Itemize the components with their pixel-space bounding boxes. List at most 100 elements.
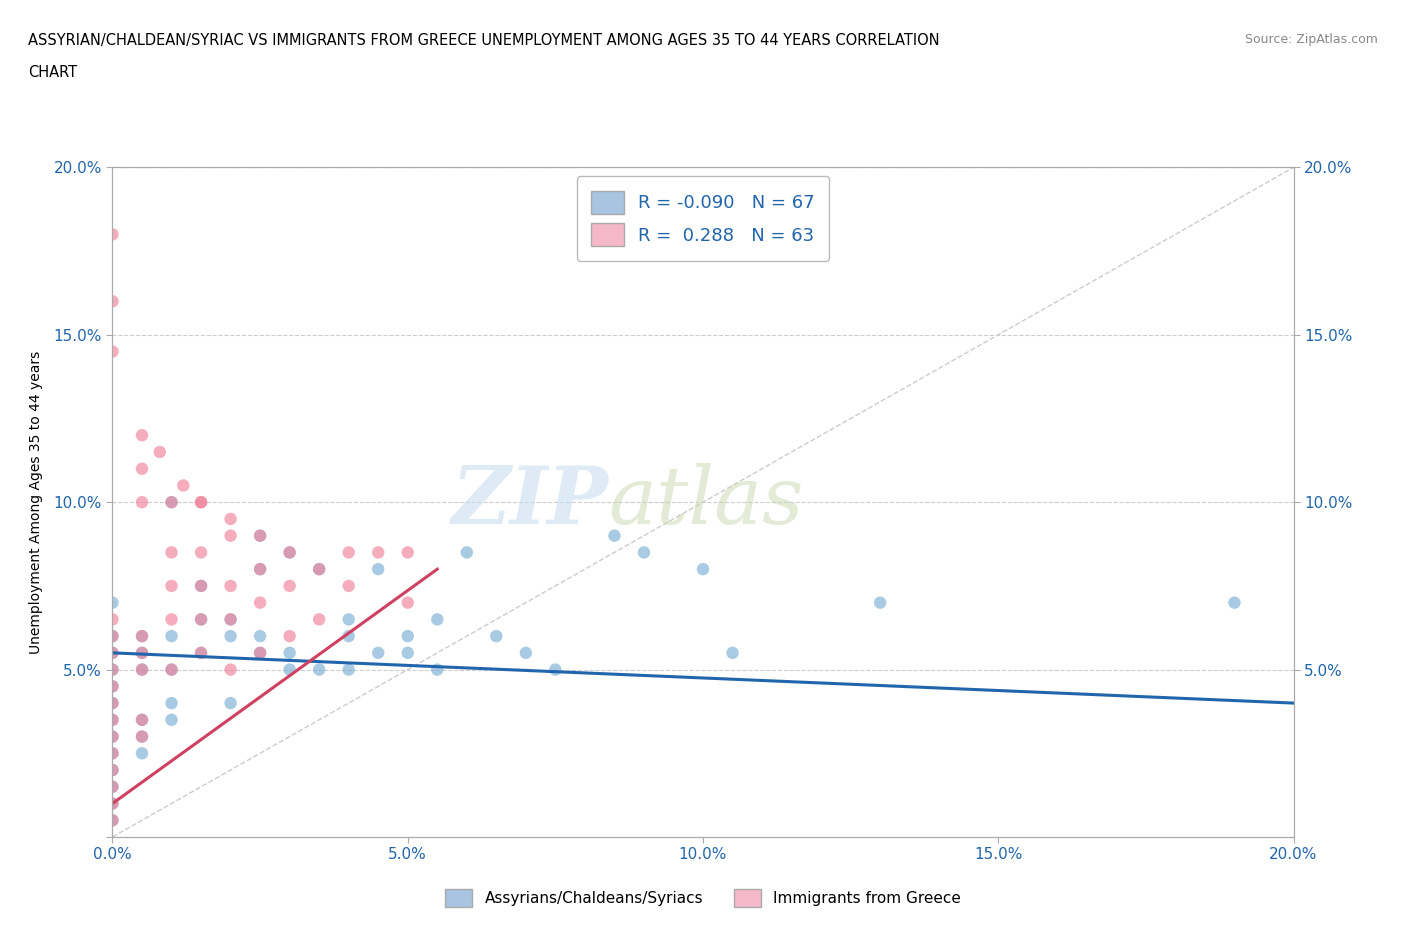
Point [426, 662, 449, 677]
Point [101, 612, 124, 627]
Point [190, 612, 212, 627]
Point [219, 629, 242, 644]
Y-axis label: Unemployment Among Ages 35 to 44 years: Unemployment Among Ages 35 to 44 years [28, 351, 42, 654]
Point [367, 545, 389, 560]
Point [308, 612, 330, 627]
Point [190, 495, 212, 510]
Point [101, 763, 124, 777]
Text: Source: ZipAtlas.com: Source: ZipAtlas.com [1244, 33, 1378, 46]
Point [101, 813, 124, 828]
Point [249, 595, 271, 610]
Point [219, 612, 242, 627]
Point [160, 495, 183, 510]
Point [131, 662, 153, 677]
Point [249, 528, 271, 543]
Point [721, 645, 744, 660]
Point [337, 612, 360, 627]
Point [101, 629, 124, 644]
Point [160, 696, 183, 711]
Point [396, 629, 419, 644]
Text: ASSYRIAN/CHALDEAN/SYRIAC VS IMMIGRANTS FROM GREECE UNEMPLOYMENT AMONG AGES 35 TO: ASSYRIAN/CHALDEAN/SYRIAC VS IMMIGRANTS F… [28, 33, 939, 47]
Point [219, 612, 242, 627]
Point [190, 578, 212, 593]
Point [456, 545, 478, 560]
Point [278, 578, 301, 593]
Point [278, 662, 301, 677]
Point [149, 445, 172, 459]
Point [278, 545, 301, 560]
Point [190, 645, 212, 660]
Point [131, 645, 153, 660]
Point [131, 645, 153, 660]
Point [426, 612, 449, 627]
Point [101, 696, 124, 711]
Point [633, 545, 655, 560]
Point [101, 779, 124, 794]
Point [190, 645, 212, 660]
Point [190, 545, 212, 560]
Point [249, 528, 271, 543]
Point [396, 595, 419, 610]
Point [131, 712, 153, 727]
Point [101, 746, 124, 761]
Point [160, 662, 183, 677]
Point [692, 562, 714, 577]
Point [219, 578, 242, 593]
Point [249, 562, 271, 577]
Text: CHART: CHART [28, 65, 77, 80]
Point [131, 629, 153, 644]
Point [278, 629, 301, 644]
Point [101, 595, 124, 610]
Point [190, 578, 212, 593]
Point [172, 478, 194, 493]
Point [249, 645, 271, 660]
Point [101, 813, 124, 828]
Point [101, 629, 124, 644]
Legend: R = -0.090   N = 67, R =  0.288   N = 63: R = -0.090 N = 67, R = 0.288 N = 63 [576, 177, 830, 260]
Point [101, 645, 124, 660]
Point [219, 696, 242, 711]
Point [101, 662, 124, 677]
Point [249, 629, 271, 644]
Point [101, 679, 124, 694]
Point [278, 645, 301, 660]
Point [160, 712, 183, 727]
Point [160, 629, 183, 644]
Point [278, 545, 301, 560]
Point [101, 645, 124, 660]
Point [160, 612, 183, 627]
Point [337, 545, 360, 560]
Point [131, 712, 153, 727]
Point [101, 662, 124, 677]
Point [101, 227, 124, 242]
Point [101, 696, 124, 711]
Point [101, 294, 124, 309]
Point [337, 578, 360, 593]
Point [131, 495, 153, 510]
Point [308, 562, 330, 577]
Point [337, 662, 360, 677]
Point [101, 779, 124, 794]
Point [101, 729, 124, 744]
Point [396, 545, 419, 560]
Point [367, 645, 389, 660]
Point [249, 562, 271, 577]
Point [219, 662, 242, 677]
Point [485, 629, 508, 644]
Point [160, 578, 183, 593]
Point [131, 729, 153, 744]
Point [367, 562, 389, 577]
Point [101, 712, 124, 727]
Point [337, 629, 360, 644]
Point [1223, 595, 1246, 610]
Point [160, 662, 183, 677]
Point [101, 796, 124, 811]
Point [160, 545, 183, 560]
Point [131, 629, 153, 644]
Text: ZIP: ZIP [451, 463, 609, 541]
Point [101, 796, 124, 811]
Point [544, 662, 567, 677]
Text: atlas: atlas [609, 463, 804, 541]
Point [396, 645, 419, 660]
Point [515, 645, 537, 660]
